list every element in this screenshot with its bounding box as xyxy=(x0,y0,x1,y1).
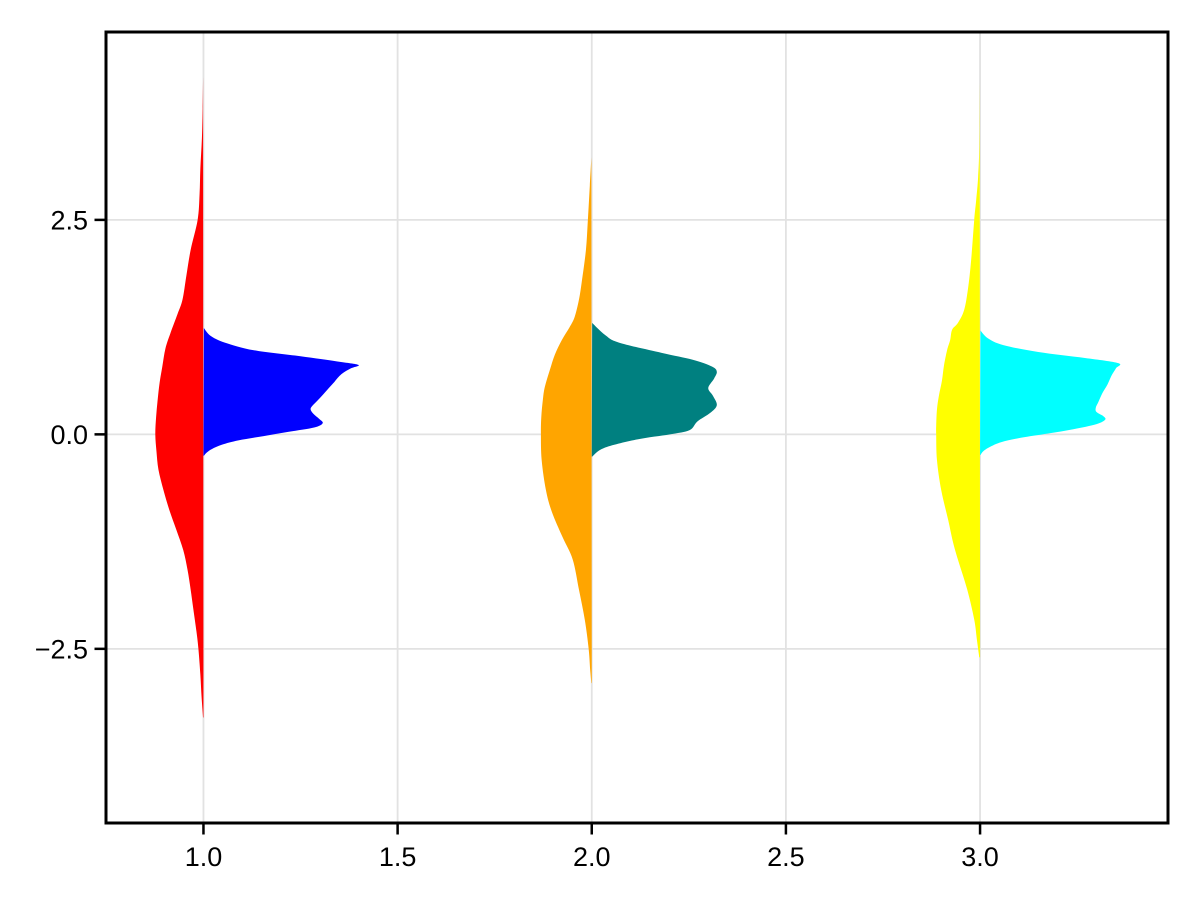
violin-right-half-teal xyxy=(591,322,717,457)
violin-left-half-yellow xyxy=(936,82,981,658)
x-tick-label: 2.5 xyxy=(767,842,805,872)
violin-left-half-orange xyxy=(540,157,592,684)
violin-left-half-red xyxy=(155,76,204,718)
x-tick-label: 3.0 xyxy=(961,842,999,872)
plot-frame xyxy=(104,30,1170,825)
x-tick-label: 1.0 xyxy=(185,842,223,872)
x-tick-label: 1.5 xyxy=(379,842,417,872)
y-tick-label: −2.5 xyxy=(35,634,88,664)
violin-right-half-cyan xyxy=(980,330,1121,455)
y-tick-label: 2.5 xyxy=(50,205,88,235)
violin-right-half-blue xyxy=(203,327,359,456)
x-tick-label: 2.0 xyxy=(573,842,611,872)
y-tick-label: 0.0 xyxy=(50,420,88,450)
